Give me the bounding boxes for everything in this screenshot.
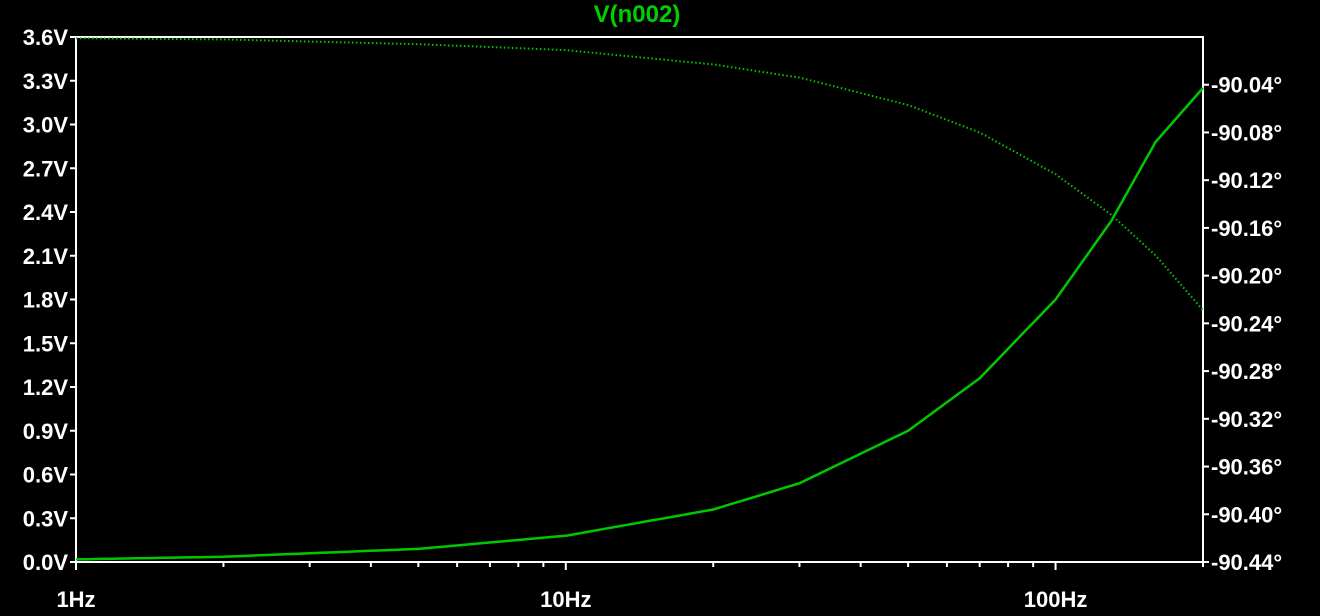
left-tick-label: 0.0V (23, 550, 69, 575)
right-tick-label: -90.44° (1211, 550, 1282, 575)
x-tick-label: 100Hz (1024, 587, 1088, 611)
left-tick-label: 0.3V (23, 506, 69, 531)
magnitude-trace[interactable] (75, 87, 1204, 561)
left-tick-label: 3.3V (23, 69, 69, 94)
plot-frame (75, 36, 1204, 563)
traces (75, 37, 1204, 561)
chart-title[interactable]: V(n002) (594, 1, 681, 28)
right-tick-label: -90.36° (1211, 455, 1282, 480)
x-tick-label: 1Hz (56, 587, 95, 611)
right-axis: -90.04° -90.08° -90.12° -90.16° -90.20° -90.2… (1203, 73, 1282, 575)
right-tick-label: -90.08° (1211, 120, 1282, 145)
left-tick-label: 0.9V (23, 419, 69, 444)
x-tick-label: 10Hz (540, 587, 591, 611)
left-tick-label: 1.5V (23, 331, 69, 356)
x-axis: 1Hz 10Hz 100Hz (56, 562, 1204, 612)
left-tick-label: 1.8V (23, 288, 69, 313)
left-tick-label: 2.7V (23, 156, 69, 181)
left-tick-label: 2.1V (23, 244, 69, 269)
right-tick-label: -90.04° (1211, 73, 1282, 98)
right-tick-label: -90.12° (1211, 168, 1282, 193)
left-tick-label: 1.2V (23, 375, 69, 400)
right-tick-label: -90.28° (1211, 359, 1282, 384)
right-tick-label: -90.20° (1211, 264, 1282, 289)
left-tick-label: 3.6V (23, 25, 69, 50)
right-tick-label: -90.32° (1211, 407, 1282, 432)
left-tick-label: 0.6V (23, 463, 69, 488)
right-tick-label: -90.16° (1211, 216, 1282, 241)
right-tick-label: -90.24° (1211, 311, 1282, 336)
left-axis: 3.6V 3.3V 3.0V 2.7V 2.4V 2.1V 1.8V 1.5V 1.2V 0.9V… (23, 25, 76, 575)
phase-trace[interactable] (75, 37, 1204, 311)
left-tick-label: 2.4V (23, 200, 69, 225)
right-tick-label: -90.40° (1211, 502, 1282, 527)
left-tick-label: 3.0V (23, 113, 69, 138)
